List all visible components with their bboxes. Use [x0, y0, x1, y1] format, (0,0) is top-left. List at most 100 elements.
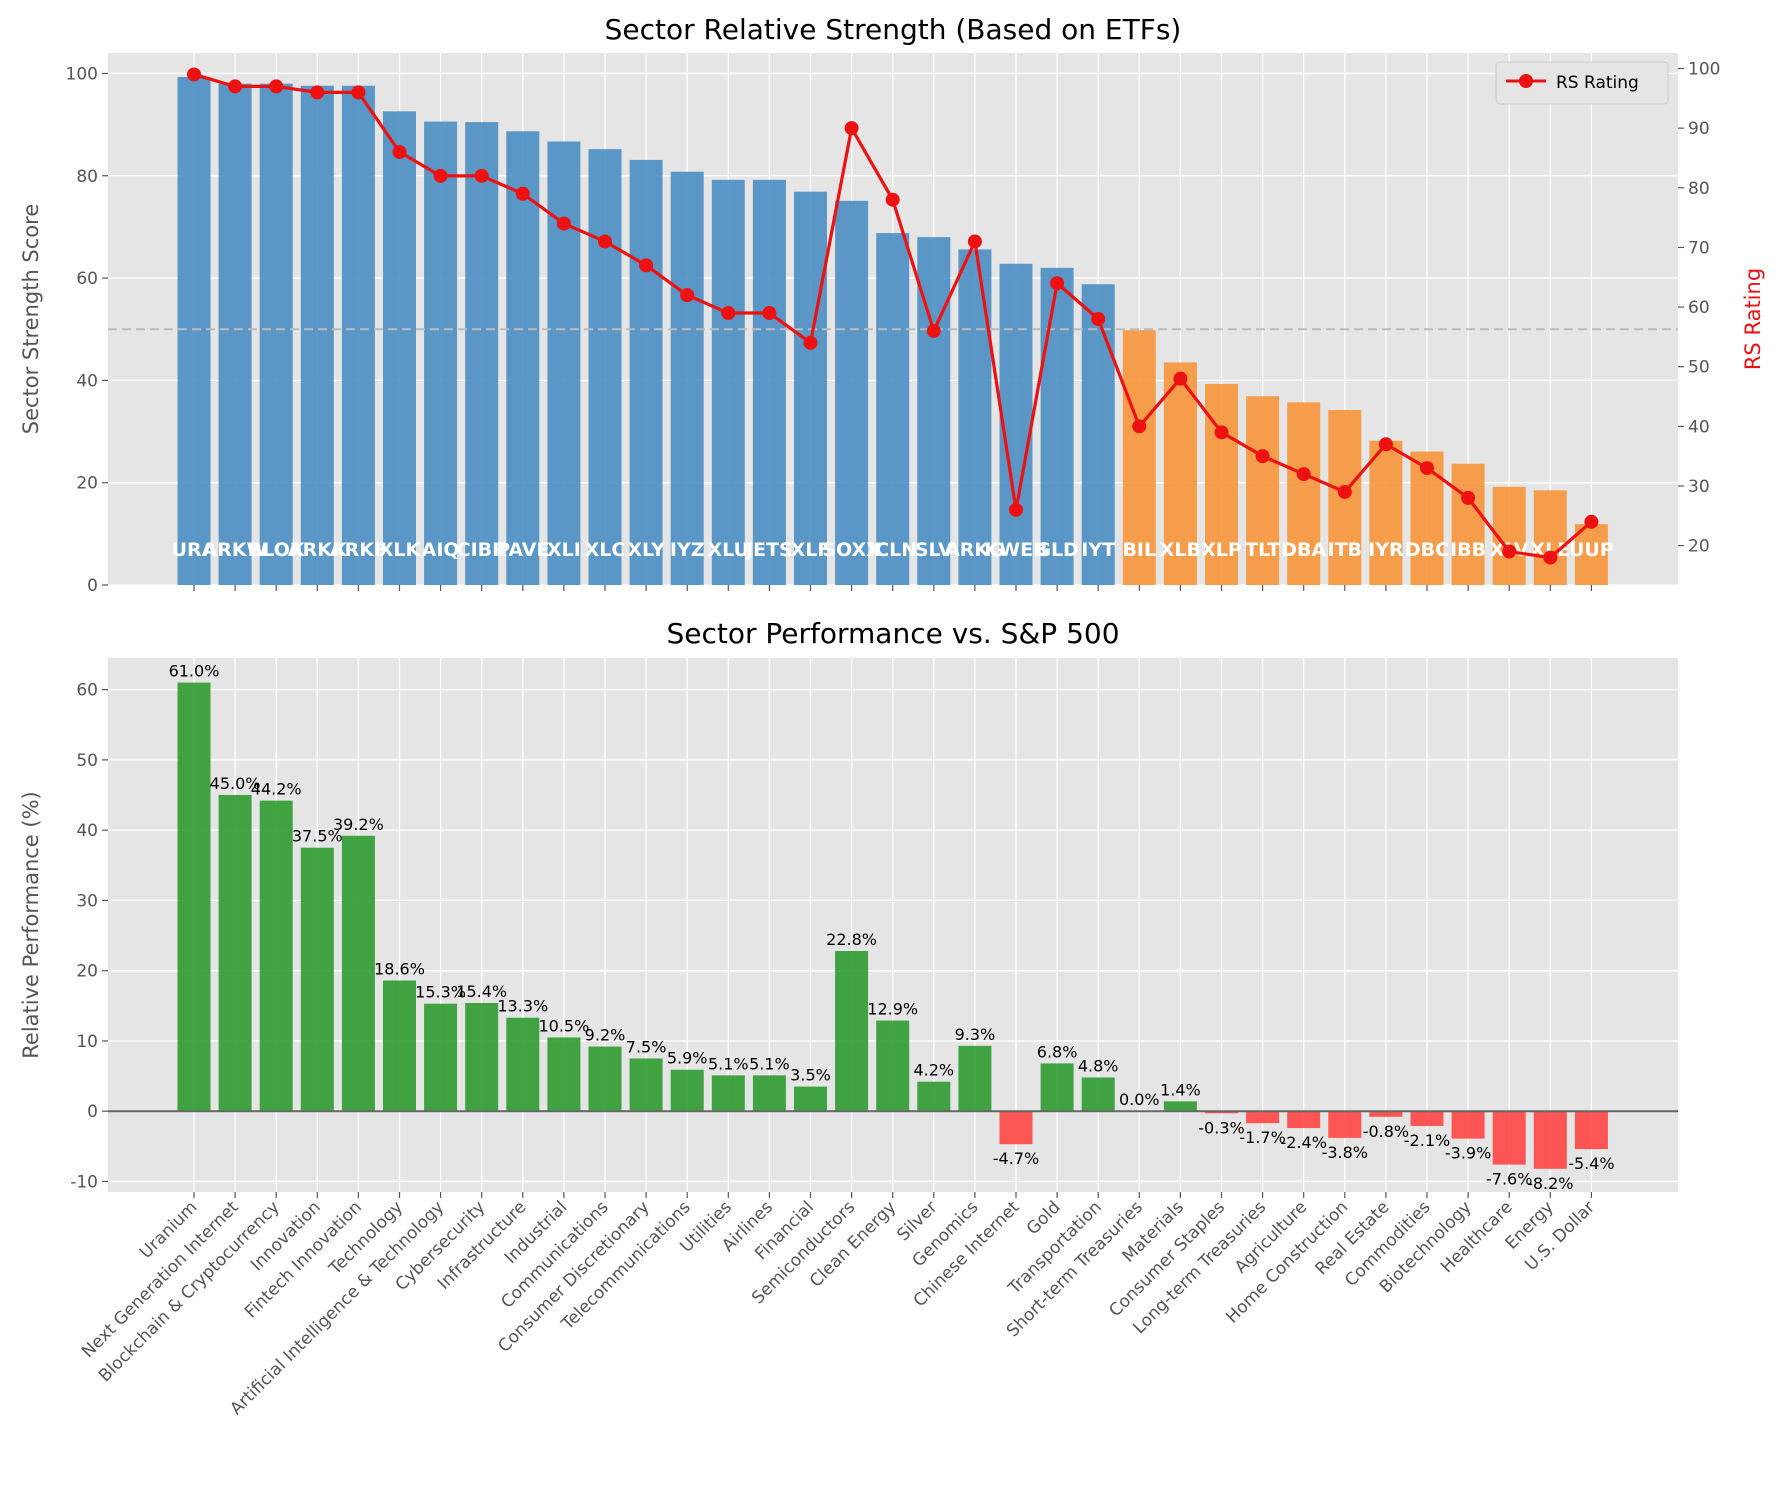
performance-value-label: -3.8%: [1322, 1143, 1368, 1162]
performance-value-label: 13.3%: [497, 997, 548, 1016]
rs-rating-point: [926, 323, 941, 338]
rs-rating-point: [598, 234, 612, 249]
performance-y-tick-label: 10: [76, 1032, 98, 1052]
ticker-label: JETS: [744, 539, 793, 561]
performance-value-label: 12.9%: [867, 1000, 918, 1019]
strength-bar: [1163, 362, 1197, 585]
performance-y-tick-label: 60: [76, 681, 98, 701]
strength-bar: [424, 121, 458, 586]
performance-y-tick-label: 50: [76, 751, 98, 771]
strength-bar: [876, 233, 910, 586]
ticker-label: GLD: [1035, 539, 1078, 561]
performance-value-label: -1.7%: [1239, 1128, 1285, 1147]
ticker-label: ARKK: [288, 539, 348, 561]
rs-y-ticks: 20 30 40 50 60 70 80 90 100: [1678, 60, 1720, 557]
sector-category-label: Blockchain & Cryptocurrency: [95, 1197, 284, 1386]
rs-rating-point: [1502, 544, 1517, 559]
ticker-label: XLI: [547, 539, 581, 561]
rs-rating-point: [967, 234, 982, 249]
performance-bar: [1533, 1111, 1567, 1169]
rs-rating-point: [680, 288, 695, 303]
performance-bar: [1574, 1111, 1608, 1150]
rs-rating-point: [1378, 437, 1393, 452]
ticker-label: ARKW: [203, 539, 268, 561]
strength-bar: [506, 131, 540, 585]
performance-value-label: 9.3%: [955, 1025, 996, 1044]
performance-bar: [752, 1075, 786, 1112]
ticker-label: ITB: [1328, 539, 1363, 561]
performance-value-label: 4.8%: [1078, 1056, 1119, 1075]
performance-x-ticks: [193, 1192, 1593, 1198]
rs-y-axis-label: RS Rating: [1741, 268, 1765, 370]
performance-y-ticks: -10 0 10 20 30 40 50 60: [70, 681, 108, 1192]
performance-bar: [629, 1058, 663, 1112]
rs-rating-point: [556, 216, 571, 231]
ticker-label: TLT: [1245, 539, 1280, 561]
rs-rating-point: [228, 79, 243, 94]
ticker-label: XLF: [791, 539, 831, 561]
performance-bar: [1246, 1111, 1280, 1124]
ticker-label: BLOK: [248, 539, 306, 561]
performance-bar: [711, 1075, 745, 1112]
strength-bar: [752, 179, 786, 585]
ticker-label: PAVE: [496, 539, 549, 561]
performance-bar: [465, 1002, 499, 1112]
rs-rating-point: [1461, 490, 1476, 505]
strength-chart-title: Sector Relative Strength (Based on ETFs): [605, 13, 1182, 46]
rs-y-tick-label: 30: [1688, 477, 1710, 497]
performance-value-label: -3.9%: [1445, 1144, 1491, 1163]
performance-value-label: 44.2%: [251, 780, 302, 799]
performance-chart-title: Sector Performance vs. S&P 500: [666, 617, 1119, 650]
rs-rating-point: [762, 306, 777, 321]
ticker-label: ARKG: [945, 539, 1005, 561]
strength-y-tick-label: 0: [87, 576, 98, 596]
strength-bar: [1122, 330, 1156, 585]
performance-bar: [177, 682, 211, 1112]
performance-value-label: 5.9%: [667, 1049, 708, 1068]
performance-value-label: 15.4%: [456, 982, 507, 1001]
performance-bar: [1205, 1111, 1238, 1114]
performance-bar: [917, 1081, 951, 1112]
ticker-label: UUP: [1569, 539, 1614, 561]
rs-rating-point: [351, 85, 366, 100]
ticker-label: XLU: [708, 539, 750, 561]
performance-value-label: 61.0%: [169, 662, 220, 681]
rs-rating-point: [1543, 550, 1558, 565]
ticker-label: IYT: [1081, 539, 1115, 561]
performance-value-label: 1.4%: [1160, 1080, 1201, 1099]
rs-rating-line: [187, 67, 1599, 565]
performance-value-label: 10.5%: [538, 1016, 589, 1035]
performance-bar: [259, 800, 293, 1112]
performance-value-label: 3.5%: [790, 1066, 831, 1085]
ticker-label: XLY: [627, 539, 665, 561]
ticker-label: IBB: [1450, 539, 1486, 561]
legend-label-rs-rating: RS Rating: [1556, 73, 1639, 93]
sector-category-label: Next Generation Internet: [78, 1197, 243, 1362]
ticker-label: XLB: [1160, 539, 1201, 561]
performance-bars: [177, 682, 1608, 1169]
ticker-label: SOXX: [822, 539, 881, 561]
ticker-label: DBA: [1281, 539, 1326, 561]
ticker-label: XLK: [379, 539, 422, 561]
performance-value-label: -7.6%: [1486, 1170, 1532, 1189]
rs-rating-point: [1050, 276, 1065, 291]
performance-bar: [1081, 1077, 1115, 1112]
performance-bar: [1287, 1111, 1321, 1129]
strength-bar: [1369, 440, 1403, 585]
strength-bar: [670, 171, 704, 585]
performance-value-label: 45.0%: [210, 774, 261, 793]
rs-rating-point: [1091, 312, 1106, 326]
performance-value-label: 37.5%: [292, 827, 343, 846]
rs-rating-point: [1337, 484, 1352, 499]
strength-bar: [465, 122, 499, 586]
performance-bar: [424, 1003, 458, 1112]
rs-rating-point: [1132, 419, 1147, 434]
ticker-label: SLV: [915, 539, 953, 561]
performance-value-label: -2.1%: [1404, 1131, 1450, 1150]
strength-bar: [341, 85, 375, 585]
performance-bar: [1040, 1063, 1074, 1112]
strength-bar: [1451, 463, 1485, 585]
rs-rating-point: [1420, 461, 1434, 476]
